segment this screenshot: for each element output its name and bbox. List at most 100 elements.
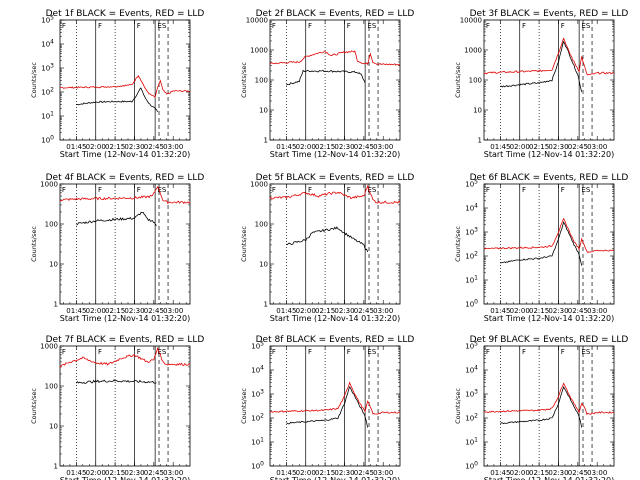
marker-annotation: F [486,348,490,356]
x-tick-label: 02:15 [529,469,549,477]
x-tick-label: 02:45 [354,307,374,315]
x-tick-label: 02:15 [105,307,125,315]
y-tick-label: 1 [54,301,58,309]
x-tick-label: 02:45 [144,143,164,151]
marker-annotation: F [98,22,102,30]
y-tick-label: 100 [251,461,264,471]
x-tick-label: 02:45 [568,307,588,315]
y-tick-label: 102 [465,251,478,261]
marker-annotation: F [98,348,102,356]
y-tick-label: 102 [41,87,54,97]
events-series-line [500,221,583,266]
x-tick-label: 01:45 [276,469,296,477]
plot-frame [59,19,191,141]
marker-annotation: F [308,348,312,356]
chart-title: Det 1f BLACK = Events, RED = LLD [46,9,205,19]
x-tick-label: 03:00 [587,143,607,151]
x-tick-label: 02:15 [529,307,549,315]
y-tick-label: 101 [465,437,478,447]
marker-annotation: F [137,22,141,30]
lld-series-line [59,186,191,205]
x-tick-label: 01:45 [66,307,86,315]
plot-frame [269,183,401,305]
marker-annotation: F [486,186,490,194]
y-tick-label: 100 [255,77,268,85]
y-axis-label: Counts/sec [454,62,462,98]
marker-annotation: F [272,186,276,194]
y-tick-label: 103 [251,389,264,399]
chart-panel-5: Det 5f BLACK = Events, RED = LLD 1 10 100 10… [240,173,414,323]
y-axis-label: Counts/sec [30,226,38,262]
y-tick-label: 102 [251,413,264,423]
plot-frame [269,345,401,467]
lld-series-line [59,346,191,368]
y-axis-label: Counts/sec [454,226,462,262]
y-axis-label: Counts/sec [454,388,462,424]
chart-panel-1: Det 1f BLACK = Events, RED = LLD 100 101 10… [30,9,204,159]
lld-series-line [483,382,615,416]
marker-annotation: F [522,348,526,356]
x-tick-label: 03:00 [373,469,393,477]
x-tick-label: 02:45 [568,143,588,151]
marker-annotation: F [272,22,276,30]
marker-annotation: F [62,22,66,30]
x-axis-label: Start Time (12-Nov-14 01:32:20) [270,476,400,480]
x-tick-label: 02:00 [510,307,530,315]
events-series-line [500,386,583,428]
x-tick-label: 03:00 [587,307,607,315]
x-tick-label: 02:15 [315,307,335,315]
y-tick-label: 100 [45,383,58,391]
chart-title: Det 3f BLACK = Events, RED = LLD [470,9,629,19]
x-tick-label: 01:45 [276,307,296,315]
x-tick-label: 03:00 [373,143,393,151]
marker-annotation: ES [367,348,376,356]
y-tick-label: 1000 [40,343,58,351]
lld-series-line [483,37,615,76]
events-series-line [76,87,159,113]
chart-panel-4: Det 4f BLACK = Events, RED = LLD 1 10 100 10… [30,173,204,323]
plot-frame [483,19,615,141]
chart-panel-6: Det 6f BLACK = Events, RED = LLD 100 101 10… [454,173,628,323]
marker-annotation: F [561,22,565,30]
marker-annotation: F [62,186,66,194]
x-tick-label: 02:00 [296,469,316,477]
y-tick-label: 1 [264,301,268,309]
chart-panel-9: Det 9f BLACK = Events, RED = LLD 100 101 10… [454,335,628,480]
plot-frame [59,183,191,305]
y-axis-label: Counts/sec [240,388,248,424]
x-tick-label: 02:30 [124,143,144,151]
y-tick-label: 10000 [246,17,268,25]
y-tick-label: 10 [49,261,58,269]
y-tick-label: 101 [251,437,264,447]
lld-series-line [269,184,401,204]
y-tick-label: 10000 [460,17,482,25]
events-series-line [286,69,366,86]
plot-frame [483,345,615,467]
x-tick-label: 02:30 [334,469,354,477]
events-series-line [286,386,369,428]
y-axis-label: Counts/sec [240,226,248,262]
marker-annotation: F [308,186,312,194]
y-tick-label: 100 [469,77,482,85]
y-tick-label: 10 [259,261,268,269]
chart-title: Det 7f BLACK = Events, RED = LLD [46,335,205,345]
x-tick-label: 02:45 [354,469,374,477]
y-tick-label: 1000 [464,47,482,55]
x-axis-label: Start Time (12-Nov-14 01:32:20) [60,476,190,480]
x-tick-label: 02:15 [105,469,125,477]
x-tick-label: 02:45 [144,307,164,315]
marker-annotation: F [522,22,526,30]
marker-annotation: F [308,22,312,30]
x-tick-label: 02:30 [124,469,144,477]
chart-title: Det 4f BLACK = Events, RED = LLD [46,173,205,183]
chart-title: Det 9f BLACK = Events, RED = LLD [470,335,629,345]
x-tick-label: 02:30 [548,469,568,477]
x-tick-label: 02:15 [315,469,335,477]
x-tick-label: 02:45 [354,143,374,151]
x-axis-label: Start Time (12-Nov-14 01:32:20) [270,314,400,323]
chart-title: Det 2f BLACK = Events, RED = LLD [256,9,415,19]
y-tick-label: 105 [41,15,54,25]
x-tick-label: 01:45 [490,307,510,315]
y-tick-label: 1 [264,137,268,145]
x-tick-label: 02:30 [124,307,144,315]
